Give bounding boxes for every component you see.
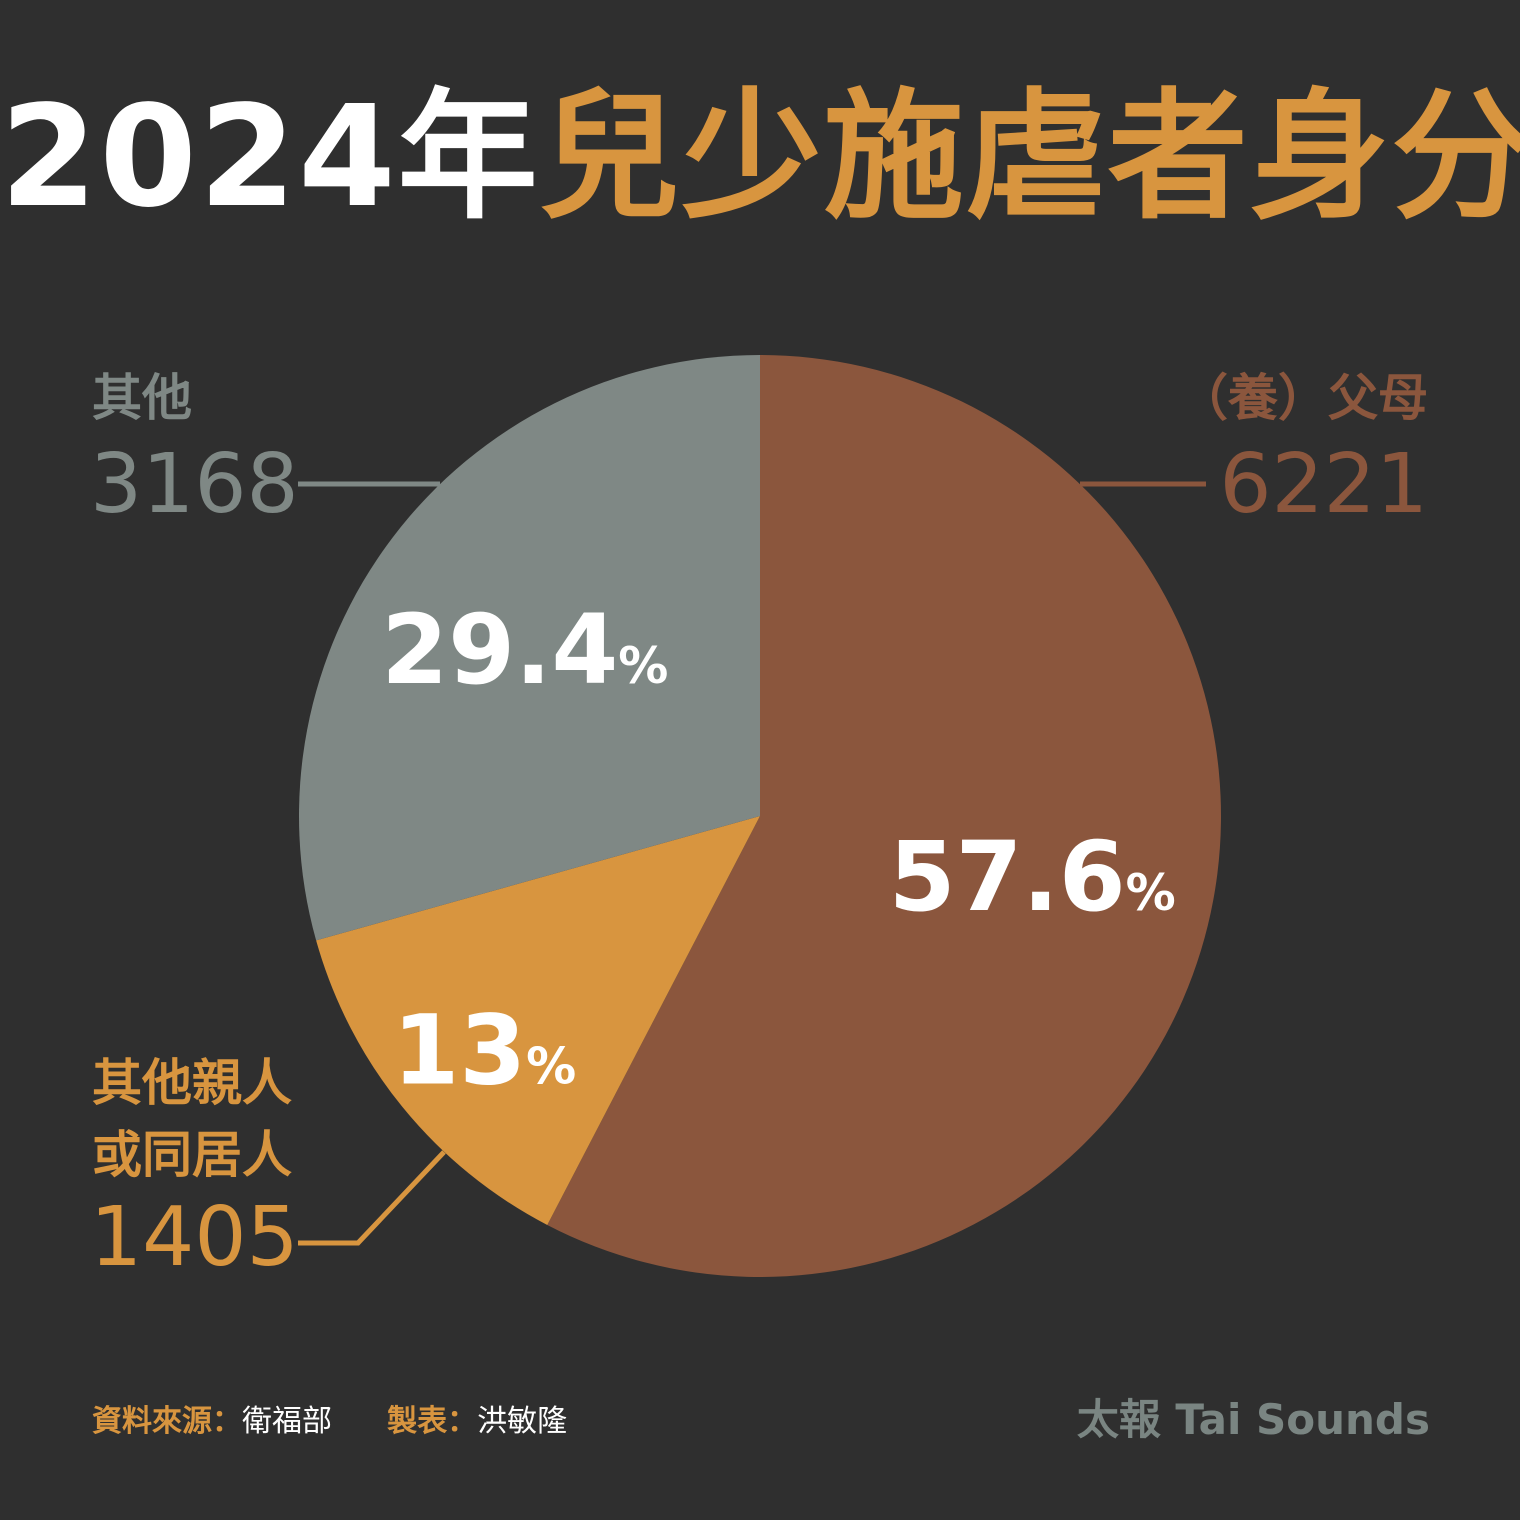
percent-label-relatives: 13% [393,994,577,1106]
count-label-others: 3168 [90,437,299,532]
source-label: 資料來源： [92,1404,242,1439]
footer-credits: 資料來源：衛福部 製表：洪敏隆 [92,1396,567,1440]
leader-line-relatives [298,1150,446,1246]
chart-title: 2024年兒少施虐者身分 [0,78,1520,238]
pie-slice-others [298,355,760,941]
category-label-relatives-line1: 其他親人 [92,1054,292,1112]
title-year: 2024年 [0,76,540,239]
maker-value: 洪敏隆 [477,1404,568,1439]
category-label-relatives-line2: 或同居人 [92,1126,292,1184]
count-label-parents: 6221 [1219,437,1428,532]
count-label-relatives: 1405 [90,1190,299,1285]
pie-slice-parents [547,355,1221,1277]
brand-logo: 太報 Tai Sounds [1076,1395,1430,1444]
pie-slice-relatives [316,816,760,1225]
title-subject: 兒少施虐者身分 [539,76,1520,239]
maker-label: 製表： [387,1404,478,1439]
percent-label-others: 29.4% [381,594,668,706]
category-label-parents: （養）父母 [1178,369,1428,427]
source-value: 衛福部 [242,1404,332,1439]
percent-label-parents: 57.6% [889,821,1176,933]
category-label-others: 其他 [92,369,192,427]
